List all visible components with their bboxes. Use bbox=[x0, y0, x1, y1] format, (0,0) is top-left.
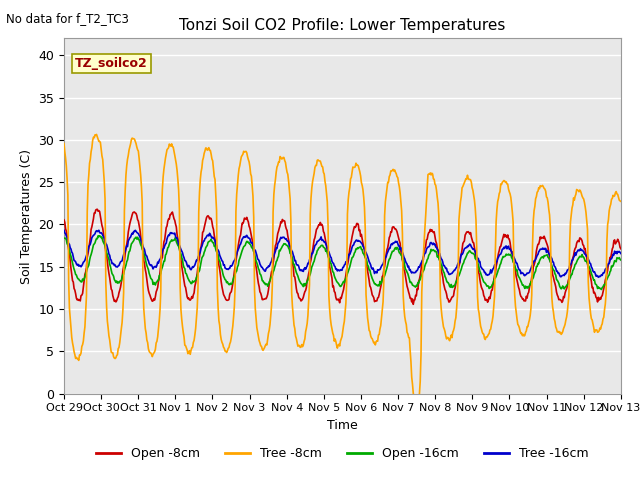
Text: No data for f_T2_TC3: No data for f_T2_TC3 bbox=[6, 12, 129, 25]
Title: Tonzi Soil CO2 Profile: Lower Temperatures: Tonzi Soil CO2 Profile: Lower Temperatur… bbox=[179, 18, 506, 33]
Text: TZ_soilco2: TZ_soilco2 bbox=[75, 57, 148, 70]
Y-axis label: Soil Temperatures (C): Soil Temperatures (C) bbox=[20, 148, 33, 284]
X-axis label: Time: Time bbox=[327, 419, 358, 432]
Legend: Open -8cm, Tree -8cm, Open -16cm, Tree -16cm: Open -8cm, Tree -8cm, Open -16cm, Tree -… bbox=[92, 443, 593, 466]
